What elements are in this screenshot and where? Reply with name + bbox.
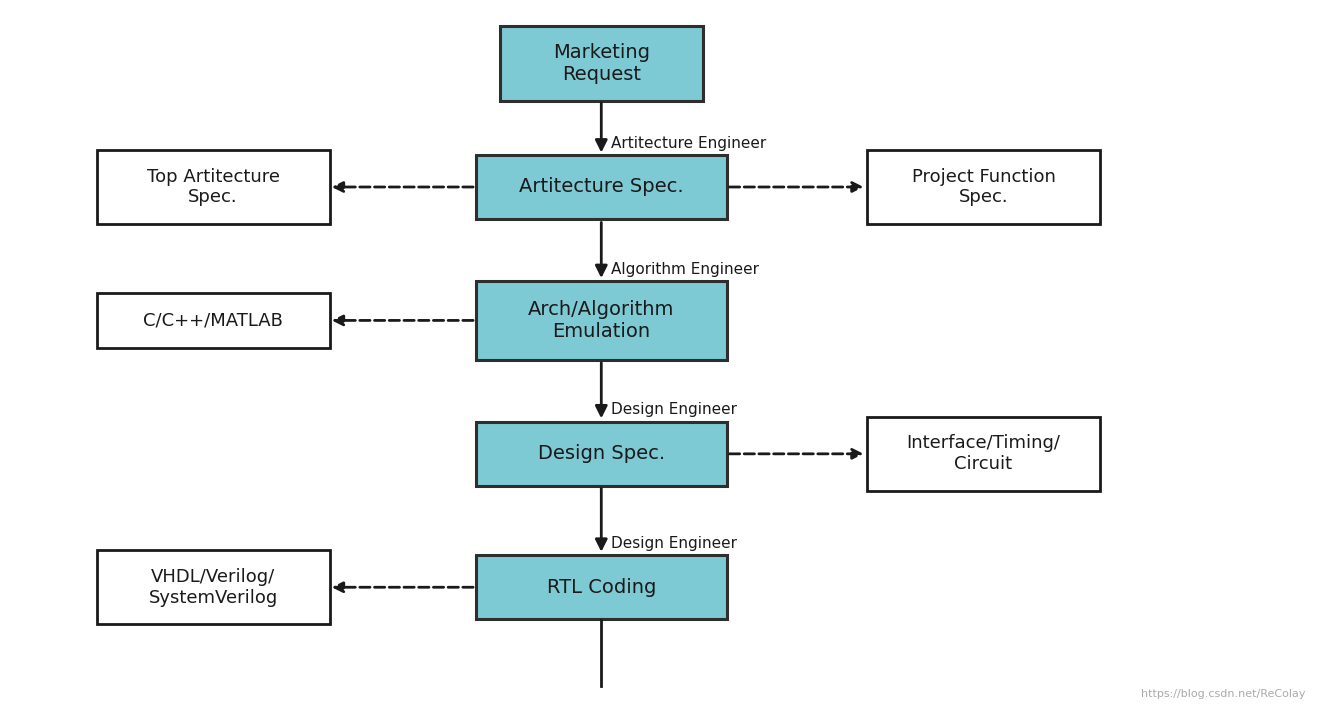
Bar [867, 150, 1100, 224]
Bar [97, 550, 329, 624]
Text: Design Engineer: Design Engineer [611, 535, 736, 551]
Text: Arch/Algorithm
Emulation: Arch/Algorithm Emulation [527, 300, 674, 341]
Text: Design Spec.: Design Spec. [538, 444, 665, 464]
Bar [476, 281, 727, 360]
Text: C/C++/MATLAB: C/C++/MATLAB [143, 311, 283, 329]
Text: Marketing
Request: Marketing Request [553, 43, 650, 84]
Bar [97, 150, 329, 224]
Text: RTL Coding: RTL Coding [546, 578, 656, 597]
Text: Project Function
Spec.: Project Function Spec. [911, 168, 1055, 206]
Bar [476, 155, 727, 219]
Text: Top Artitecture
Spec.: Top Artitecture Spec. [147, 168, 280, 206]
Text: Interface/Timing/
Circuit: Interface/Timing/ Circuit [907, 434, 1060, 474]
Bar [97, 293, 329, 348]
Text: VHDL/Verilog/
SystemVerilog: VHDL/Verilog/ SystemVerilog [148, 568, 278, 606]
Bar [476, 422, 727, 486]
Text: Design Engineer: Design Engineer [611, 402, 736, 417]
Bar [500, 26, 703, 100]
Text: Algorithm Engineer: Algorithm Engineer [611, 262, 759, 277]
Text: Artitecture Spec.: Artitecture Spec. [520, 178, 683, 196]
Bar [867, 417, 1100, 491]
Bar [476, 555, 727, 619]
Text: https://blog.csdn.net/ReColay: https://blog.csdn.net/ReColay [1141, 689, 1306, 699]
Text: Artitecture Engineer: Artitecture Engineer [611, 137, 765, 151]
